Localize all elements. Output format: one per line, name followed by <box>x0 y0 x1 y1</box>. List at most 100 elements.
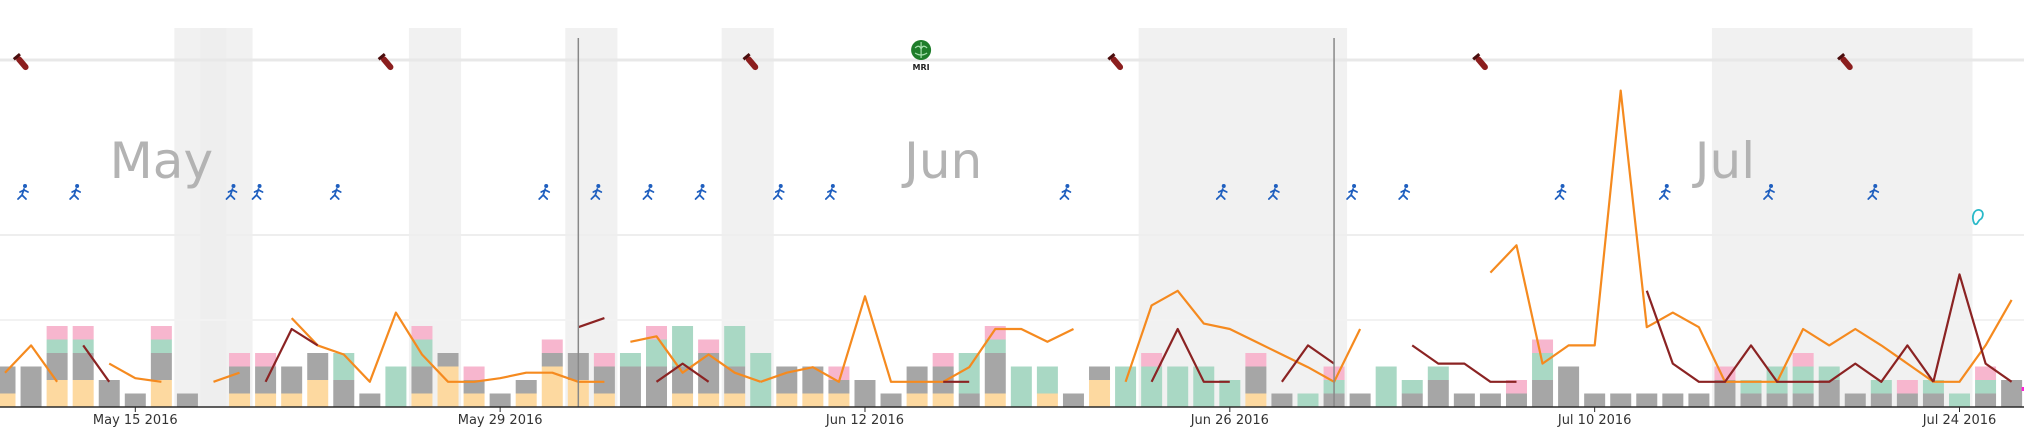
vertical-lines <box>577 38 1335 407</box>
bar-segment <box>1766 393 1788 407</box>
bar-segment <box>1141 366 1163 407</box>
bar-segment <box>1036 393 1058 407</box>
series-line <box>1150 327 1230 383</box>
runner-icon <box>538 184 551 200</box>
bar-segment <box>932 353 954 367</box>
runner-icon <box>17 184 29 200</box>
bar-segment <box>698 393 720 407</box>
bar-segment <box>1219 380 1241 407</box>
test-tube-body <box>745 56 759 71</box>
bar-segment <box>541 339 563 353</box>
event-markers: MRI <box>12 40 2024 391</box>
bar-segment <box>46 353 68 380</box>
runner-icon <box>1267 184 1280 200</box>
bar-segment <box>1870 393 1892 407</box>
runner-icon <box>1658 184 1671 200</box>
bar-segment <box>1688 393 1710 407</box>
shaded-range <box>1711 28 1973 407</box>
bar-segment <box>1427 366 1449 380</box>
test-tube-cap <box>1107 53 1116 61</box>
test-tube-body <box>16 56 29 71</box>
month-label: May <box>110 132 213 190</box>
bar-segment <box>1297 393 1319 407</box>
runner-head <box>778 184 783 188</box>
bar-segment <box>1089 366 1111 380</box>
x-tick-label: May 29 2016 <box>458 413 543 428</box>
bar-segment <box>1818 380 1840 407</box>
bar-segment <box>1401 393 1423 407</box>
runner-body <box>251 188 264 200</box>
bar-segment <box>255 393 277 407</box>
weekend-shading <box>174 28 1973 407</box>
bar-segment <box>984 393 1006 407</box>
runner-head <box>648 184 653 188</box>
bar-segment <box>932 366 954 394</box>
x-tick-label: May 15 2016 <box>93 413 178 428</box>
bar-segment <box>1896 393 1918 407</box>
bar-segment <box>593 393 615 407</box>
runner-body <box>1059 188 1072 200</box>
bar-segment <box>1349 393 1371 407</box>
test-tube-icon <box>1107 53 1124 71</box>
bar-segment <box>672 366 694 394</box>
bar-segment <box>1245 393 1267 407</box>
bar-segment <box>750 353 772 407</box>
bar-segment <box>984 353 1006 394</box>
bar-segment <box>1010 366 1032 407</box>
x-axis-ticks: May 15 2016 May 29 2016 Jun 12 2016 Jun 26 … <box>93 407 1996 428</box>
runner-body <box>824 188 837 200</box>
brain-folds <box>914 42 928 58</box>
runner-icon <box>694 184 707 200</box>
x-tick-label: Jun 26 2016 <box>1190 413 1269 428</box>
runner-body <box>1867 188 1880 200</box>
bar-segment <box>932 393 954 407</box>
bar-segment <box>98 380 120 407</box>
bar-segment <box>646 326 667 340</box>
test-tube-cap <box>377 53 386 61</box>
bar-segment <box>1245 366 1267 394</box>
bar-segment <box>307 380 329 407</box>
runner-icon <box>69 184 82 200</box>
test-tube-body <box>1475 56 1488 71</box>
bar-segment <box>333 353 355 380</box>
bar-segment <box>255 353 277 367</box>
bar-segment <box>1922 380 1944 394</box>
bar-segment <box>0 366 16 394</box>
bar-segment <box>958 353 980 394</box>
bar-segment <box>1505 380 1527 394</box>
bar-segment <box>1870 380 1892 394</box>
series-line <box>213 371 240 383</box>
runner-head <box>1404 184 1409 188</box>
runner-head <box>1352 184 1357 188</box>
bar-segment <box>1505 393 1527 407</box>
bar-segment <box>176 393 198 407</box>
bar-segment <box>724 326 746 367</box>
runner-body <box>538 188 551 200</box>
runner-icon <box>824 184 837 200</box>
test-tube-icon <box>12 53 29 71</box>
runner-icon <box>1346 184 1358 200</box>
bar-segment <box>281 393 303 407</box>
series-line <box>4 344 58 383</box>
bar-segment <box>646 339 667 367</box>
bar-segment <box>1792 393 1814 407</box>
series-line <box>1281 344 1335 383</box>
bar-segment <box>150 326 172 340</box>
bar-segment <box>359 393 381 407</box>
bar-segment <box>1271 393 1293 407</box>
bar-segment <box>307 353 329 380</box>
test-tube-cap <box>1472 53 1481 61</box>
runner-head <box>596 184 601 188</box>
runner-body <box>1215 188 1228 200</box>
runner-body <box>225 188 238 200</box>
x-tick-label: Jul 10 2016 <box>1557 413 1632 428</box>
bar-segment <box>1740 380 1762 394</box>
bar-segment <box>1792 366 1814 394</box>
series-line <box>1489 89 2013 383</box>
series-line <box>1932 273 2013 383</box>
bar-segment <box>1949 393 1970 407</box>
bar-segment <box>46 326 68 340</box>
bar-segment <box>1818 366 1840 380</box>
bar-segment <box>672 326 694 367</box>
series-line <box>290 311 605 383</box>
